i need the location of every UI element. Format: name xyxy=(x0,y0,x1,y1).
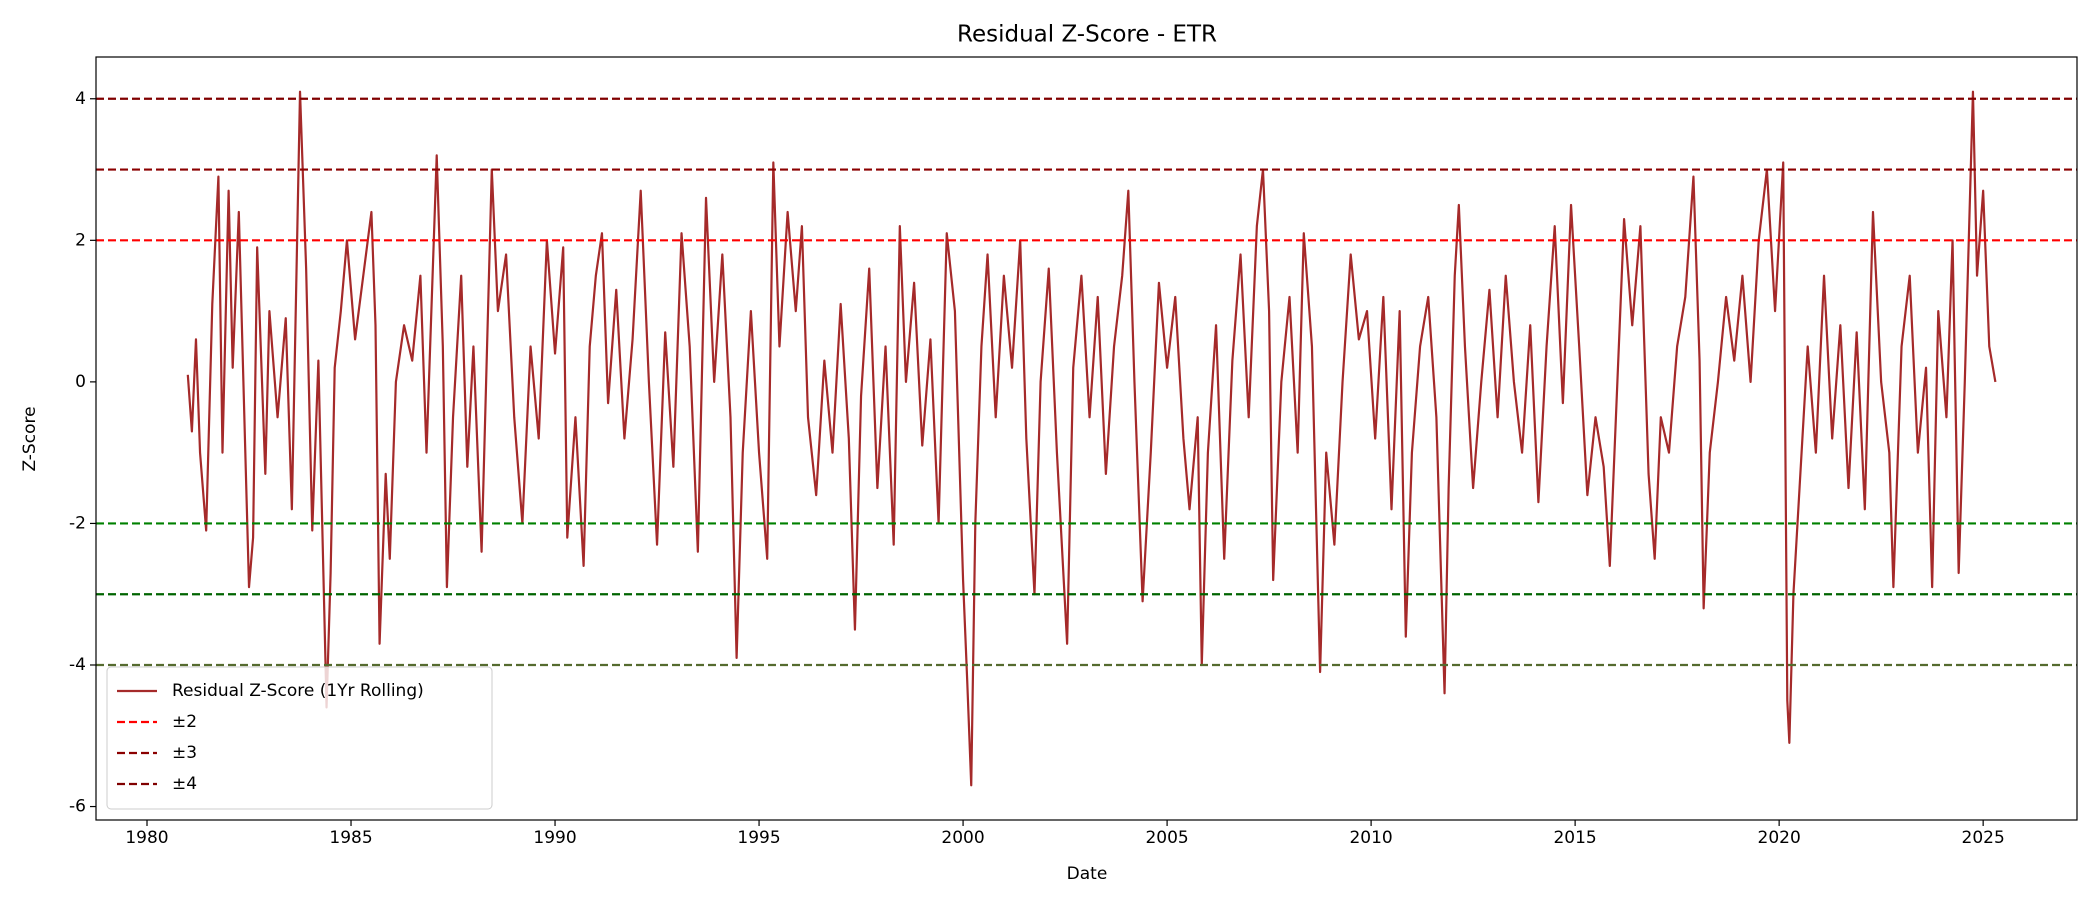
x-tick-label: 1985 xyxy=(329,828,372,848)
legend: Residual Z-Score (1Yr Rolling) ±2 ±3 ±4 xyxy=(106,666,493,810)
chart-title: Residual Z-Score - ETR xyxy=(957,22,1217,48)
x-tick-label: 2025 xyxy=(1962,828,2005,848)
y-tick-label: 2 xyxy=(75,230,86,250)
legend-label: ±4 xyxy=(172,774,197,794)
y-tick-label: -4 xyxy=(69,655,86,675)
legend-box xyxy=(106,666,493,810)
x-tick-label: 1990 xyxy=(533,828,576,848)
y-tick-label: -2 xyxy=(69,513,86,533)
y-tick-label: -6 xyxy=(69,797,86,817)
plot-frame xyxy=(95,56,2078,821)
y-axis-label: Z-Score xyxy=(20,406,40,471)
x-tick-label: 2010 xyxy=(1349,828,1392,848)
legend-label: ±3 xyxy=(172,743,197,763)
y-tick-label: 4 xyxy=(75,89,86,109)
legend-label: ±2 xyxy=(172,712,197,732)
y-tick-label: 0 xyxy=(75,372,86,392)
x-tick-label: 2020 xyxy=(1758,828,1801,848)
x-tick-label: 1980 xyxy=(125,828,168,848)
x-tick-label: 2005 xyxy=(1145,828,1188,848)
x-tick-label: 2000 xyxy=(941,828,984,848)
legend-label: Residual Z-Score (1Yr Rolling) xyxy=(172,681,424,701)
x-axis-label: Date xyxy=(1067,864,1108,884)
x-tick-label: 1995 xyxy=(737,828,780,848)
series-line xyxy=(186,90,1997,787)
x-tick-label: 2015 xyxy=(1553,828,1596,848)
